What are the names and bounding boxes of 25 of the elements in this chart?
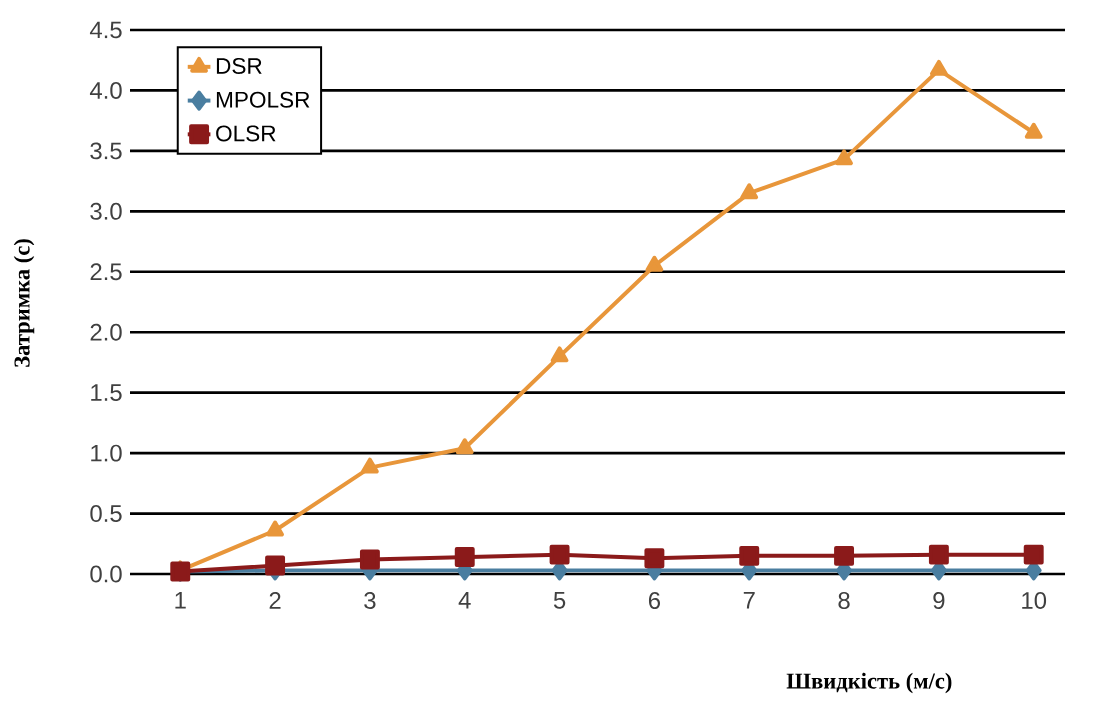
- x-axis-title: Швидкість (м/с): [786, 672, 952, 694]
- x-tick-label: 1: [175, 592, 186, 609]
- y-tick-label: 2.5: [90, 263, 122, 281]
- y-tick-label: 2.0: [90, 323, 122, 341]
- y-tick-label: 0.0: [90, 565, 122, 583]
- y-tick-label: 1.5: [91, 384, 122, 401]
- y-tick-label: 4.0: [89, 81, 122, 99]
- y-tick-label: 3.5: [90, 142, 122, 160]
- y-tick-label: 1.0: [91, 444, 122, 462]
- x-tick-label: 9: [933, 592, 945, 609]
- x-tick-label: 6: [648, 592, 660, 609]
- legend-label: DSR: [216, 57, 262, 74]
- legend-label: MPOLSR: [216, 91, 310, 108]
- x-tick-label: 2: [269, 592, 281, 609]
- x-tick-label: 4: [458, 592, 471, 609]
- x-tick-label: 10: [1022, 592, 1047, 609]
- legend-label: OLSR: [216, 125, 276, 142]
- x-tick-label: 3: [364, 592, 376, 609]
- y-tick-label: 0.5: [90, 505, 122, 523]
- y-tick-label: 4.5: [89, 21, 122, 39]
- y-tick-label: 3.0: [90, 202, 122, 220]
- x-tick-label: 5: [553, 592, 566, 609]
- x-tick-label: 8: [838, 592, 850, 609]
- y-axis-title: Затримка (с): [13, 239, 35, 367]
- x-tick-label: 7: [743, 592, 755, 609]
